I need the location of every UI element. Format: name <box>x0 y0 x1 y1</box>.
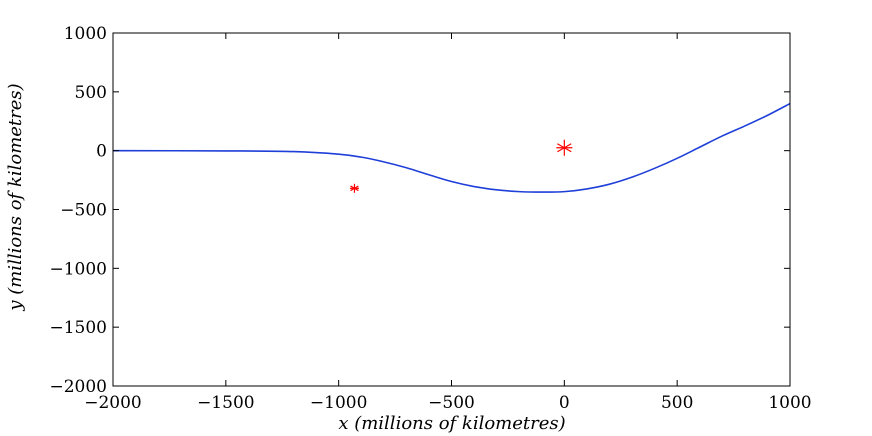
plot-area <box>112 102 791 193</box>
x-tick-label: −1500 <box>197 393 255 413</box>
y-tick-label: 0 <box>96 142 107 162</box>
marker-comet <box>349 183 359 193</box>
x-tick-label: −500 <box>428 393 475 413</box>
series-line-trajectory <box>112 102 791 193</box>
y-axis-label: y (millions of kilometres) <box>5 83 26 311</box>
x-axis-label: x (millions of kilometres) <box>338 413 565 434</box>
y-tick-label: −2000 <box>49 377 107 397</box>
marker-sun <box>556 139 573 156</box>
x-tick-label: −1000 <box>310 393 368 413</box>
y-tick-label: −500 <box>60 201 107 221</box>
x-tick-label: −2000 <box>84 393 142 413</box>
y-tick-label: −1500 <box>49 318 107 338</box>
y-tick-label: 500 <box>75 83 107 103</box>
x-tick-label: 1000 <box>768 393 811 413</box>
plot-frame <box>112 32 791 387</box>
y-tick-label: 1000 <box>64 24 107 44</box>
axes: −2000 −1500 −1000 −500 0 500 1000 −2000 −1500 −10… <box>49 24 811 413</box>
x-tick-label: 500 <box>661 393 693 413</box>
x-tick-label: 0 <box>559 393 570 413</box>
y-tick-label: −1000 <box>49 259 107 279</box>
